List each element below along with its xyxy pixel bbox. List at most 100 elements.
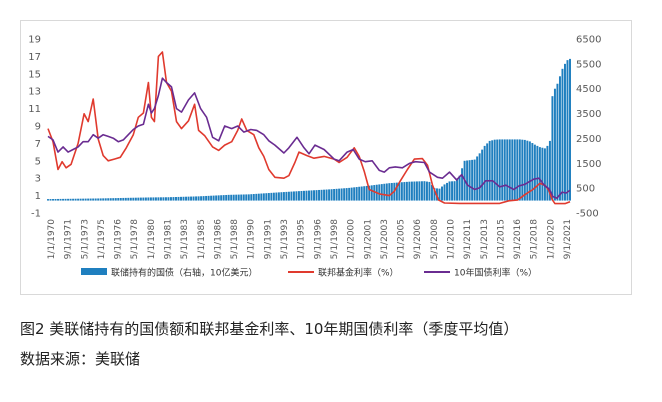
treasury-holdings-bar	[107, 198, 110, 201]
figure-caption: 图2 美联储持有的国债额和联邦基金利率、10年期国债利率（季度平均值）	[20, 320, 519, 338]
treasury-holdings-bar	[566, 60, 569, 201]
treasury-holdings-bar	[323, 189, 326, 201]
treasury-holdings-bar	[303, 190, 305, 201]
treasury-holdings-bar	[87, 198, 90, 201]
x-axis-tick-label: 1/1/1975	[97, 219, 107, 259]
treasury-holdings-bar	[182, 196, 185, 201]
treasury-holdings-bar	[287, 191, 290, 201]
x-axis-tick-label: 9/1/2001	[363, 219, 373, 259]
treasury-holdings-bar	[300, 190, 303, 201]
treasury-holdings-bar	[72, 198, 75, 201]
treasury-holdings-bar	[290, 191, 293, 201]
treasury-holdings-bar	[556, 83, 559, 201]
treasury-holdings-bar	[308, 190, 310, 201]
treasury-holdings-bar	[267, 193, 270, 201]
treasury-holdings-bar	[446, 182, 449, 201]
treasury-holdings-bar	[102, 198, 105, 201]
treasury-holdings-bar	[325, 189, 328, 201]
treasury-holdings-bar	[420, 181, 423, 201]
right-axis-tick-label: 3500	[576, 109, 601, 120]
treasury-holdings-bar	[523, 139, 526, 201]
treasury-holdings-bar	[245, 194, 248, 201]
line-series	[47, 51, 571, 205]
treasury-holdings-bar	[207, 195, 210, 201]
treasury-holdings-bar	[486, 143, 489, 201]
x-axis-tick-label: 1/1/2020	[546, 219, 556, 260]
treasury-holdings-bar	[365, 185, 368, 201]
treasury-holdings-bar	[49, 199, 52, 201]
treasury-holdings-bar	[205, 195, 208, 201]
treasury-holdings-bar	[285, 191, 288, 201]
x-axis-tick-label: 5/1/2003	[380, 219, 390, 259]
treasury-holdings-bar	[195, 196, 198, 201]
treasury-holdings-bar	[430, 185, 433, 201]
treasury-holdings-bar	[82, 198, 85, 201]
right-axis-tick-label: 5500	[576, 59, 601, 70]
treasury-holdings-bar	[212, 195, 215, 201]
treasury-holdings-bar	[368, 185, 371, 201]
x-axis-tick-label: 9/1/1996	[313, 219, 323, 260]
treasury-holdings-bar	[355, 187, 358, 201]
treasury-holdings-bar	[553, 88, 556, 201]
x-axis-tick-label: 1/1/1995	[297, 219, 307, 259]
treasury-holdings-bar	[47, 199, 49, 201]
treasury-holdings-bar	[353, 187, 356, 201]
treasury-holdings-bar	[305, 190, 308, 201]
treasury-holdings-bar	[99, 198, 102, 201]
treasury-holdings-bar	[62, 198, 65, 201]
x-axis-tick-label: 5/1/1988	[230, 219, 240, 260]
treasury-holdings-bar	[468, 160, 471, 201]
treasury-holdings-bar	[190, 196, 193, 201]
treasury-holdings-bar	[217, 195, 220, 201]
treasury-holdings-bar	[154, 197, 157, 201]
treasury-holdings-bar	[232, 194, 235, 201]
treasury-holdings-bar	[112, 198, 115, 201]
treasury-holdings-bar	[172, 197, 175, 201]
treasury-holdings-bar	[152, 197, 155, 201]
treasury-holdings-bar	[297, 191, 300, 201]
treasury-holdings-bar	[272, 192, 275, 201]
treasury-holdings-bar	[328, 189, 331, 201]
x-axis-tick-label: 1/1/2000	[347, 219, 357, 260]
treasury-holdings-bar	[235, 194, 238, 201]
treasury-holdings-bar	[265, 193, 268, 201]
treasury-holdings-bar	[483, 145, 486, 201]
bar-series-treasuries	[47, 58, 571, 201]
x-axis-tick-label: 5/1/1993	[280, 219, 290, 259]
treasury-holdings-bar	[104, 198, 107, 201]
treasury-holdings-bar	[313, 190, 315, 201]
legend-swatch-treasuries	[81, 268, 107, 275]
left-axis-tick-label: 5	[35, 156, 41, 167]
treasury-holdings-bar	[388, 183, 391, 201]
left-axis-tick-label: 7	[35, 139, 41, 150]
treasury-holdings-bar	[461, 168, 464, 201]
treasury-holdings-bar	[227, 194, 230, 201]
treasury-holdings-bar	[543, 148, 546, 201]
x-axis-tick-label: 9/1/2021	[563, 219, 573, 259]
treasury-holdings-bar	[94, 198, 97, 201]
treasury-holdings-bar	[237, 194, 240, 201]
x-axis-tick-label: 1/1/1985	[197, 219, 207, 259]
treasury-holdings-bar	[84, 198, 87, 201]
treasury-holdings-bar	[57, 198, 60, 201]
treasury-holdings-bar	[247, 194, 250, 201]
treasury-holdings-bar	[250, 194, 253, 201]
x-axis-tick-label: 9/1/2016	[513, 219, 523, 260]
treasury-holdings-bar	[363, 186, 366, 201]
x-axis-tick-label: 9/1/2011	[463, 219, 473, 259]
treasury-holdings-bar	[466, 160, 469, 201]
treasury-holdings-bar	[335, 188, 338, 201]
treasury-holdings-bar	[200, 196, 203, 201]
left-axis-tick-label: 9	[35, 122, 41, 133]
treasury-holdings-bar	[418, 181, 421, 201]
right-axis-tick-label: -500	[576, 209, 599, 220]
right-axis-tick-label: 500	[576, 184, 595, 195]
chart-svg: -1135791113151719-5005001500250035004500…	[28, 35, 601, 279]
legend-label-ten-year: 10年国债利率（%）	[454, 267, 537, 279]
x-axis-tick-label: 1/1/2015	[496, 219, 506, 259]
treasury-holdings-bar	[225, 194, 228, 201]
treasury-holdings-bar	[280, 192, 283, 201]
legend-label-treasuries: 联储持有的国债（右轴，10亿美元）	[111, 267, 257, 279]
treasury-holdings-bar	[516, 139, 519, 201]
treasury-holdings-bar	[493, 139, 496, 201]
